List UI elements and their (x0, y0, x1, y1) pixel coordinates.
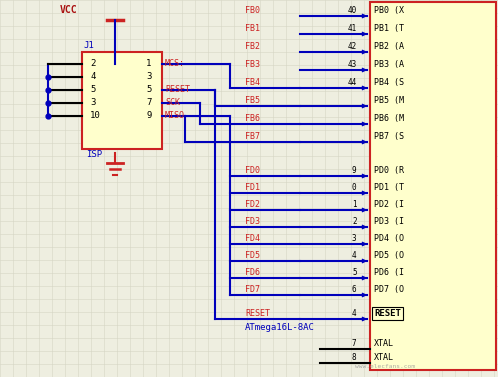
Text: XTAL: XTAL (374, 339, 394, 348)
Text: FB0: FB0 (245, 6, 260, 15)
Text: FD1: FD1 (245, 183, 260, 192)
Text: PD6 (I: PD6 (I (374, 268, 404, 277)
Bar (82, 52, 162, 149)
Text: 42: 42 (348, 42, 357, 51)
Text: RESET: RESET (374, 309, 401, 318)
Text: FD6: FD6 (245, 268, 260, 277)
Text: J1: J1 (83, 41, 94, 50)
Text: 4: 4 (352, 309, 357, 318)
Text: PB1 (T: PB1 (T (374, 24, 404, 33)
Text: PB4 (S: PB4 (S (374, 78, 404, 87)
Text: 4: 4 (352, 251, 357, 260)
Text: PB0 (X: PB0 (X (374, 6, 404, 15)
Text: 5: 5 (352, 268, 357, 277)
Text: 40: 40 (348, 6, 357, 15)
Text: FD2: FD2 (245, 200, 260, 209)
Text: PD3 (I: PD3 (I (374, 217, 404, 226)
Text: FB6: FB6 (245, 114, 260, 123)
Text: 9: 9 (352, 166, 357, 175)
Text: 44: 44 (348, 78, 357, 87)
Text: www.elecfans.com: www.elecfans.com (355, 364, 415, 369)
Text: SCK: SCK (165, 98, 180, 107)
Text: FB7: FB7 (245, 132, 260, 141)
Bar (370, 2, 496, 370)
Text: PD5 (O: PD5 (O (374, 251, 404, 260)
Text: 10: 10 (90, 111, 101, 120)
Text: 5: 5 (90, 85, 96, 94)
Text: FB4: FB4 (245, 78, 260, 87)
Text: FB5: FB5 (245, 96, 260, 105)
Text: PD4 (O: PD4 (O (374, 234, 404, 243)
Text: ISP: ISP (86, 150, 102, 159)
Text: PB7 (S: PB7 (S (374, 132, 404, 141)
Text: FB3: FB3 (245, 60, 260, 69)
Text: MCS:: MCS: (165, 59, 185, 68)
Text: PB3 (A: PB3 (A (374, 60, 404, 69)
Text: 3: 3 (146, 72, 151, 81)
Text: PD7 (O: PD7 (O (374, 285, 404, 294)
Text: RESET: RESET (165, 85, 190, 94)
Text: 2: 2 (352, 217, 357, 226)
Text: 41: 41 (348, 24, 357, 33)
Text: 3: 3 (352, 234, 357, 243)
Text: ATmega16L-8AC: ATmega16L-8AC (245, 323, 315, 332)
Text: FD7: FD7 (245, 285, 260, 294)
Text: FD0: FD0 (245, 166, 260, 175)
Text: PB5 (M: PB5 (M (374, 96, 404, 105)
Text: 9: 9 (146, 111, 151, 120)
Text: FB1: FB1 (245, 24, 260, 33)
Text: 3: 3 (90, 98, 96, 107)
Text: PB6 (M: PB6 (M (374, 114, 404, 123)
Text: 1: 1 (146, 59, 151, 68)
Text: 6: 6 (352, 285, 357, 294)
Text: MISO: MISO (165, 111, 185, 120)
Text: FB2: FB2 (245, 42, 260, 51)
Text: XTAL: XTAL (374, 353, 394, 362)
Text: FD4: FD4 (245, 234, 260, 243)
Text: 5: 5 (146, 85, 151, 94)
Text: 7: 7 (146, 98, 151, 107)
Text: PD0 (R: PD0 (R (374, 166, 404, 175)
Text: 43: 43 (348, 60, 357, 69)
Text: PB2 (A: PB2 (A (374, 42, 404, 51)
Text: VCC: VCC (60, 5, 78, 15)
Text: PD2 (I: PD2 (I (374, 200, 404, 209)
Text: PD1 (T: PD1 (T (374, 183, 404, 192)
Text: 8: 8 (352, 353, 357, 362)
Text: 1: 1 (352, 200, 357, 209)
Text: 0: 0 (352, 183, 357, 192)
Text: FD3: FD3 (245, 217, 260, 226)
Text: FD5: FD5 (245, 251, 260, 260)
Text: 2: 2 (90, 59, 96, 68)
Text: 7: 7 (352, 339, 357, 348)
Text: RESET: RESET (245, 309, 270, 318)
Text: 4: 4 (90, 72, 96, 81)
